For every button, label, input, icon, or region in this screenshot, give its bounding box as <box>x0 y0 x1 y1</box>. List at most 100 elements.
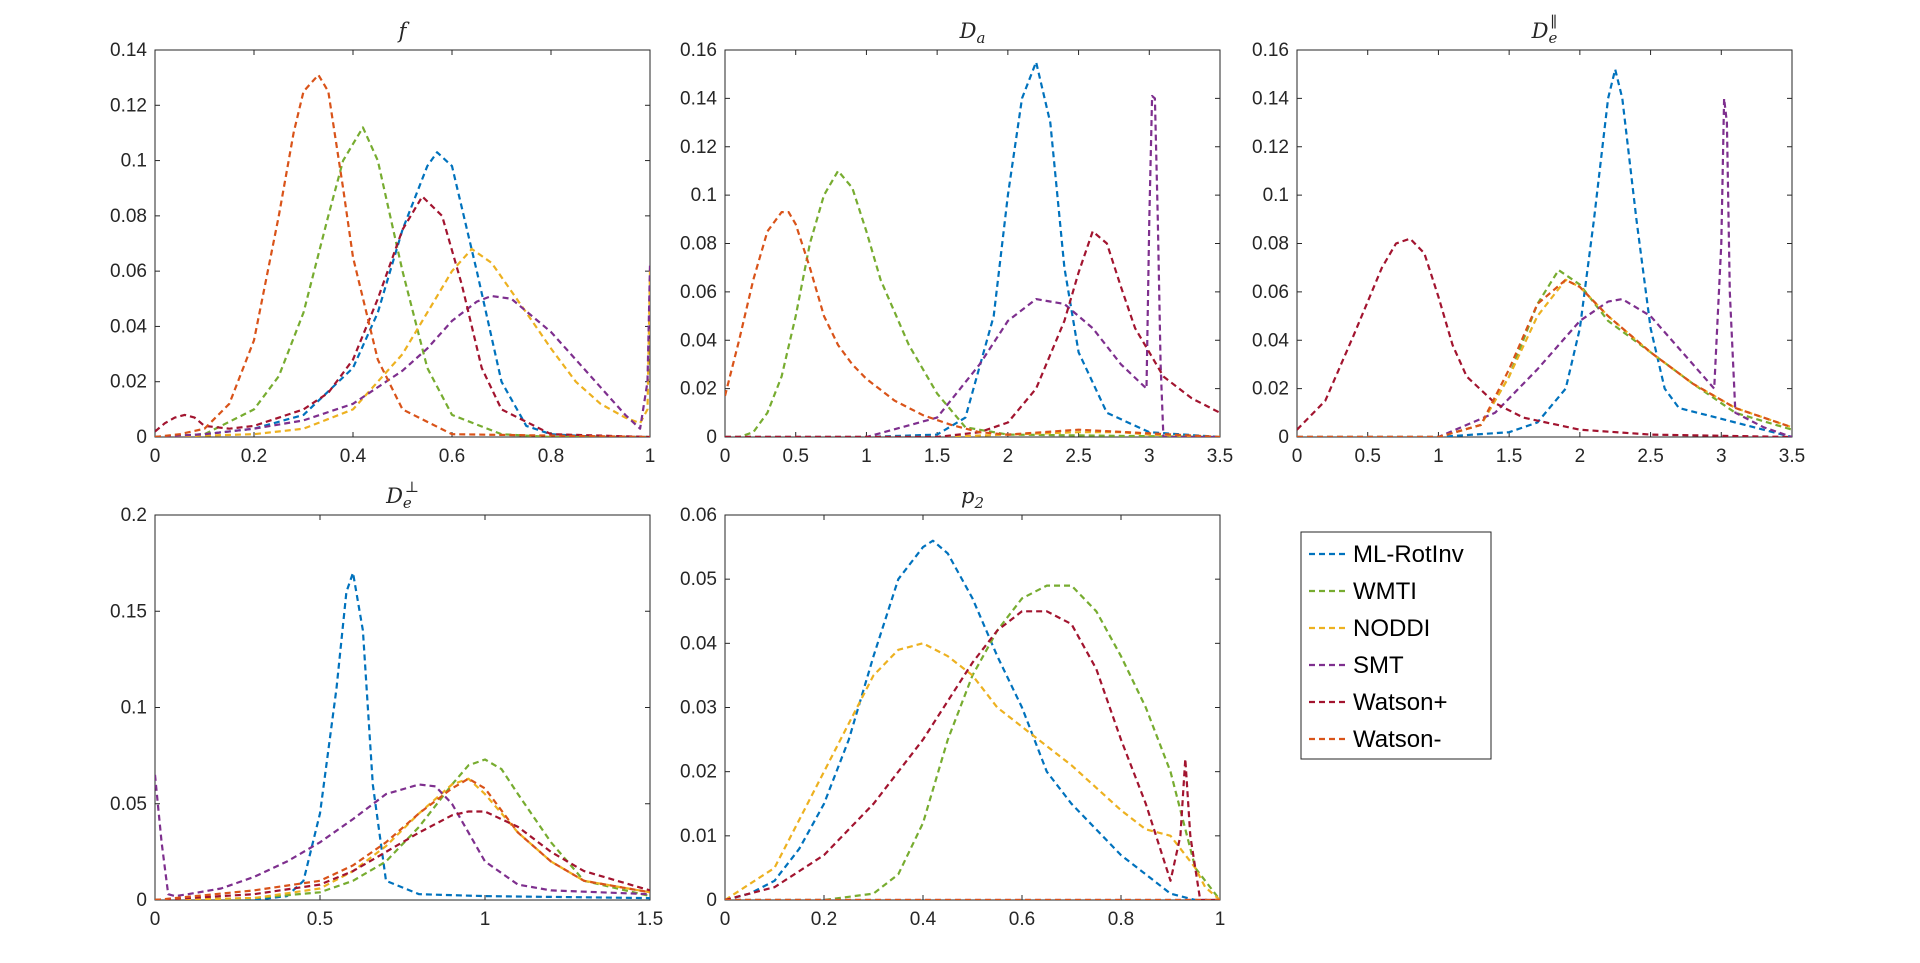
y-tick-label: 0 <box>706 890 717 911</box>
y-tick-label: 0.14 <box>680 88 717 109</box>
y-tick-label: 0.05 <box>110 794 147 815</box>
y-tick-label: 0.04 <box>1252 330 1289 351</box>
series-line-watson- <box>725 610 1220 900</box>
series-line-ml-rotinv <box>725 539 1220 900</box>
legend-entry: Watson- <box>1309 726 1441 753</box>
x-tick-label: 0.5 <box>783 446 809 467</box>
y-tick-label: 0.06 <box>1252 282 1289 303</box>
series-line-watson- <box>155 777 650 900</box>
series-line-wmti <box>725 169 1220 437</box>
x-tick-label: 2.5 <box>1637 446 1663 467</box>
panel-Da: 0 0.02 0.04 0.06 0.08 0.1 0.12 0.14 0.16 0 0.5 1 1.5… <box>680 19 1233 467</box>
legend-label: Watson+ <box>1353 689 1448 716</box>
title-subscript: e <box>403 494 412 512</box>
axes-frame <box>154 49 651 438</box>
legend-entry: SMT <box>1309 652 1404 679</box>
x-tick-label: 0 <box>720 909 731 930</box>
x-tick-label: 0.2 <box>811 909 837 930</box>
panel-title: De∥ <box>1531 13 1558 47</box>
title-subscript: e <box>1548 29 1557 47</box>
panel-f: 0 0.02 0.04 0.06 0.08 0.1 0.12 0.14 0 0.2 0.4 0.6 0.… <box>110 19 655 467</box>
y-tick-label: 0.05 <box>680 569 717 590</box>
legend-box <box>1300 531 1492 760</box>
series-line-wmti <box>155 126 650 437</box>
title-main: D <box>385 484 403 508</box>
x-tick-label: 0.5 <box>307 909 333 930</box>
x-tick-label: 0.5 <box>1355 446 1381 467</box>
y-tick-label: 0.15 <box>110 601 147 622</box>
y-tick-label: 0.14 <box>110 40 147 61</box>
y-tick-label: 0.04 <box>110 316 147 337</box>
x-tick-label: 1.5 <box>1496 446 1522 467</box>
axes-frame <box>154 514 651 901</box>
panels: 00.020.040.060.080.10.120.140 0.2 0.4 0.6 0.… <box>110 13 1805 930</box>
title-subscript: a <box>976 29 985 47</box>
series-line-ml-rotinv <box>1297 68 1792 437</box>
series-group <box>155 571 650 900</box>
series-line-ml-rotinv <box>155 571 650 900</box>
panel-title: p2 <box>961 484 984 512</box>
y-tick-label: 0.02 <box>680 762 717 783</box>
y-tick-label: 0.12 <box>110 95 147 116</box>
series-group <box>725 60 1220 437</box>
y-tick-label: 0.04 <box>680 633 717 654</box>
y-tick-label: 0.16 <box>680 40 717 61</box>
y-tick-label: 0.03 <box>680 698 717 719</box>
y-tick-label: 0.06 <box>680 505 717 526</box>
y-tick-label: 0.04 <box>680 330 717 351</box>
x-tick-label: 0 <box>1292 446 1303 467</box>
x-tick-label: 0.8 <box>538 446 564 467</box>
legend-label: SMT <box>1353 652 1404 679</box>
y-tick-label: 0.1 <box>691 185 717 206</box>
x-tick-label: 1 <box>861 446 872 467</box>
series-group <box>725 539 1220 900</box>
y-tick-label: 0 <box>136 890 147 911</box>
x-tick-label: 3.5 <box>1207 446 1233 467</box>
y-tick-label: 0.2 <box>121 505 147 526</box>
y-tick-label: 0.12 <box>680 137 717 158</box>
panel-title: Da <box>959 19 986 47</box>
legend-label: WMTI <box>1353 578 1417 605</box>
panel-Deperp: 0 0.05 0.1 0.15 0.2 0 0.5 1 1.5 De⊥ <box>110 478 663 930</box>
series-group <box>155 73 650 437</box>
series-line-smt <box>725 94 1220 437</box>
title-superscript: ⊥ <box>405 478 419 496</box>
x-tick-label: 0.8 <box>1108 909 1134 930</box>
series-line-wmti <box>155 758 650 900</box>
x-tick-label: 0 <box>720 446 731 467</box>
legend-label: NODDI <box>1353 615 1430 642</box>
series-line-watson- <box>725 211 1220 437</box>
y-tick-label: 0.08 <box>1252 234 1289 255</box>
x-tick-label: 3 <box>1144 446 1155 467</box>
x-tick-label: 1.5 <box>637 909 663 930</box>
x-tick-label: 0.4 <box>910 909 937 930</box>
y-tick-label: 0.01 <box>680 826 717 847</box>
x-tick-label: 2 <box>1575 446 1586 467</box>
y-tick-label: 0.16 <box>1252 40 1289 61</box>
legend-entry: NODDI <box>1309 615 1430 642</box>
title-subscript: 2 <box>973 494 984 512</box>
panel-Depar: 0 0.02 0.04 0.06 0.08 0.1 0.12 0.14 0.16 0 0.5 1 1.5… <box>1252 13 1805 467</box>
title-main: D <box>1531 19 1549 43</box>
y-tick-label: 0.06 <box>680 282 717 303</box>
y-tick-label: 0 <box>1278 427 1289 448</box>
series-line-ml-rotinv <box>155 151 650 437</box>
x-tick-label: 0.6 <box>1009 909 1035 930</box>
series-line-wmti <box>725 584 1220 900</box>
legend-entry: Watson+ <box>1309 689 1448 716</box>
series-group <box>1297 68 1792 437</box>
legend-entry: WMTI <box>1309 578 1417 605</box>
x-tick-label: 0.4 <box>340 446 367 467</box>
y-tick-label: 0.08 <box>110 206 147 227</box>
x-tick-label: 1 <box>645 446 656 467</box>
panel-title: f <box>397 19 410 43</box>
series-line-noddi <box>155 247 650 437</box>
title-main: f <box>397 19 410 43</box>
x-tick-label: 1 <box>1215 909 1226 930</box>
y-tick-label: 0.1 <box>121 151 147 172</box>
y-tick-label: 0.06 <box>110 261 147 282</box>
x-tick-label: 0 <box>150 446 161 467</box>
series-line-wmti <box>1297 269 1792 437</box>
legend-label: ML-RotInv <box>1353 541 1464 568</box>
